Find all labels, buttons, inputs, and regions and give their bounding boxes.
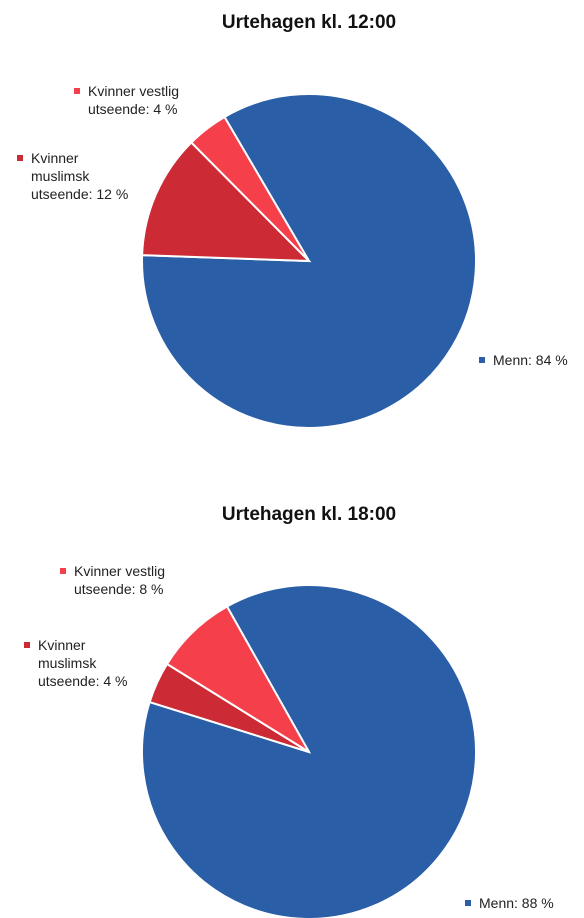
- data-label: Menn: 84 %: [493, 352, 568, 368]
- data-label: Kvinner vestlig utseende: 4 %: [88, 83, 180, 117]
- data-label: Kvinner muslimsk utseende: 12 %: [31, 150, 129, 202]
- pie-slice: [165, 605, 310, 753]
- chart-title: Urtehagen kl. 18:00: [221, 504, 397, 525]
- legend-marker: [479, 357, 485, 363]
- legend-marker: [74, 88, 80, 94]
- pie-slice: [189, 115, 310, 262]
- legend-marker: [24, 642, 30, 648]
- legend-marker: [465, 900, 471, 906]
- pie-slice: [141, 141, 312, 263]
- data-label: Kvinner muslimsk utseende: 4 %: [38, 637, 128, 689]
- chart-title: Urtehagen kl. 12:00: [221, 12, 397, 33]
- data-label: Kvinner vestlig utseende: 8 %: [74, 563, 166, 597]
- legend-marker: [60, 568, 66, 574]
- legend-marker: [17, 155, 23, 161]
- data-label: Menn: 88 %: [479, 895, 554, 911]
